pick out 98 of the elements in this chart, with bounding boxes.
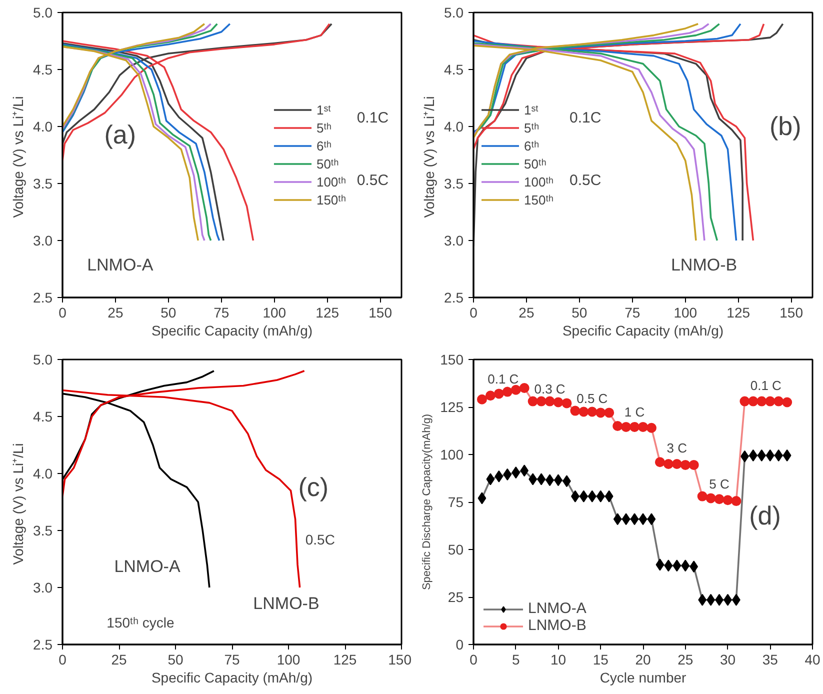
x-tick-label: 50 [160, 304, 176, 320]
y-tick-label: 50 [448, 542, 464, 558]
x-tick-label: 0 [58, 304, 67, 320]
y-tick-label: 3.0 [33, 232, 53, 248]
legend-label: LNMO-B [528, 617, 586, 634]
y-tick-label: 2.5 [444, 290, 464, 306]
x-tick-label: 150 [780, 304, 804, 320]
x-tick-label: 125 [333, 652, 357, 668]
x-tick-label: 30 [720, 652, 736, 668]
y-tick-label: 5.0 [33, 352, 53, 368]
x-tick-label: 125 [726, 304, 750, 320]
x-tick-label: 50 [168, 652, 184, 668]
y-tick-label: 4.5 [33, 408, 53, 424]
annotation: 0.1 C [750, 378, 782, 393]
x-tick-label: 25 [108, 304, 124, 320]
x-axis-title: Specific Capacity (mAh/g) [151, 670, 313, 686]
legend-label: 6ᵗʰ [524, 138, 540, 153]
x-axis-title: Specific Capacity (mAh/g) [151, 322, 313, 338]
y-tick-label: 4.0 [444, 118, 464, 134]
legend-label: 100ᵗʰ [316, 174, 346, 189]
y-tick-label: 125 [440, 399, 464, 415]
legend-label: 5ᵗʰ [316, 120, 333, 135]
annotation: LNMO-B [253, 594, 320, 614]
y-axis-title: Specific Discharge Capacity(mAh/g) [421, 414, 434, 590]
x-tick-label: 75 [224, 652, 240, 668]
x-axis-title: Specific Capacity (mAh/g) [562, 322, 724, 338]
y-tick-label: 3.0 [444, 232, 464, 248]
y-tick-label: 3.5 [444, 176, 464, 192]
x-tick-label: 20 [635, 652, 651, 668]
x-tick-label: 100 [674, 304, 698, 320]
legend-label: 150ᵗʰ [316, 192, 346, 207]
x-tick-label: 75 [624, 304, 640, 320]
y-tick-label: 5.0 [444, 4, 464, 20]
annotation: (a) [104, 119, 136, 150]
y-axis-title: Voltage (V) vs Li⁺/Li [10, 443, 26, 565]
annotation: LNMO-B [670, 256, 738, 275]
x-tick-label: 10 [550, 652, 566, 668]
annotation: 0.1 C [488, 372, 519, 387]
x-tick-label: 35 [762, 652, 778, 668]
y-tick-label: 2.5 [33, 636, 53, 652]
x-tick-label: 0 [58, 652, 67, 668]
x-tick-label: 15 [592, 652, 609, 668]
annotation: 0.3 C [534, 382, 566, 397]
x-tick-label: 5 [512, 652, 520, 668]
legend-label: 50ᵗʰ [316, 156, 339, 171]
x-axis-title: Cycle number [600, 670, 687, 686]
y-tick-label: 3.0 [33, 580, 53, 596]
legend-label: 5ᵗʰ [524, 120, 540, 135]
legend-label: 150ᵗʰ [524, 192, 554, 207]
y-tick-label: 5.0 [33, 4, 53, 20]
legend-label: 100ᵗʰ [524, 174, 554, 189]
x-tick-label: 0 [470, 652, 478, 668]
annotation: (c) [298, 472, 329, 502]
x-tick-label: 25 [678, 652, 694, 668]
y-tick-label: 4.0 [33, 118, 53, 134]
x-tick-label: 0 [470, 304, 478, 320]
y-tick-label: 75 [448, 494, 464, 510]
x-tick-label: 40 [804, 652, 820, 668]
legend-label: LNMO-A [528, 600, 586, 617]
y-axis-title: Voltage (V) vs Li⁺/Li [10, 96, 26, 218]
annotation: 0.5C [570, 172, 602, 190]
x-tick-label: 25 [111, 652, 127, 668]
annotation: LNMO-A [114, 557, 181, 576]
y-tick-label: 0 [456, 636, 464, 652]
x-tick-label: 150 [388, 652, 412, 668]
x-tick-label: 50 [572, 304, 588, 320]
x-tick-label: 25 [518, 304, 534, 320]
x-tick-label: 100 [262, 304, 286, 320]
y-tick-label: 3.5 [33, 522, 53, 538]
legend-label: 6ᵗʰ [316, 138, 333, 153]
y-axis-title: Voltage (V) vs Li⁺/Li [421, 96, 438, 218]
annotation: 0.5C [305, 532, 335, 548]
annotation: 5 C [709, 476, 730, 492]
annotation: 0.5C [356, 172, 389, 190]
y-tick-label: 4.0 [33, 466, 53, 482]
x-tick-label: 150 [368, 304, 392, 320]
x-tick-label: 75 [214, 304, 230, 320]
annotation: 0.5 C [576, 390, 608, 406]
legend-label: 1ˢᵗ [316, 102, 332, 117]
annotation: LNMO-A [87, 256, 154, 275]
annotation: (b) [769, 110, 802, 141]
annotation: 1 C [624, 404, 645, 420]
y-tick-label: 100 [440, 446, 464, 462]
y-tick-label: 4.5 [444, 62, 464, 78]
annotation: 150ᵗʰ cycle [106, 614, 174, 630]
x-tick-label: 100 [276, 652, 300, 668]
x-tick-label: 125 [316, 304, 340, 320]
y-tick-label: 150 [440, 352, 464, 368]
y-tick-label: 4.5 [33, 62, 53, 78]
y-tick-label: 3.5 [33, 176, 53, 192]
annotation: 3 C [666, 440, 688, 456]
legend-label: 50ᵗʰ [524, 156, 546, 171]
annotation: (d) [749, 500, 781, 530]
y-tick-label: 2.5 [33, 290, 53, 306]
annotation: 0.1C [356, 110, 389, 126]
legend-label: 1ˢᵗ [524, 102, 540, 117]
annotation: 0.1C [570, 110, 602, 126]
y-tick-label: 25 [448, 589, 464, 605]
